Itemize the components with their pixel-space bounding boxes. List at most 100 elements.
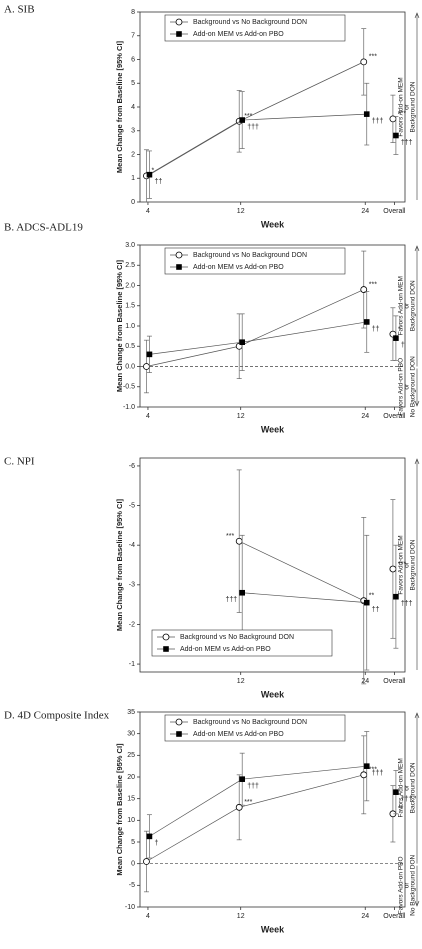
x-tick-label: 24 (361, 913, 369, 920)
y-tick-label: 0.0 (125, 363, 135, 370)
connector (149, 341, 243, 355)
legend-label: Add-on MEM vs Add-on PBO (180, 646, 271, 653)
panel: B. ADCS-ADL19 -1.0 -0.5 0.0 0.5 1.0 1.5 2.0 2.5 3… (4, 222, 420, 434)
marker (239, 117, 245, 123)
favor-arrowhead (414, 458, 420, 465)
y-tick-label: 2 (131, 151, 135, 158)
legend-box (164, 714, 346, 742)
favor-note: or (404, 103, 411, 110)
favor-note: or (404, 383, 411, 390)
y-tick-label: 1.5 (125, 303, 135, 310)
y-tick-label: 6 (131, 56, 135, 63)
marker (363, 319, 370, 325)
marker (235, 803, 243, 811)
marker (389, 565, 397, 573)
legend-label: Background vs No Background DON (180, 634, 294, 641)
y-tick-label: 5 (131, 839, 135, 846)
marker (235, 537, 243, 545)
y-tick-label: 2.5 (125, 262, 135, 269)
favor-note: Favors Add-on MEM (398, 77, 405, 136)
panel-title: C. NPI (4, 456, 35, 468)
x-tick-label: Overall (383, 208, 406, 215)
significance: ††† (247, 124, 259, 131)
panel: D. 4D Composite Index -10 -5 0 5 10 15 20 25 30 35… (4, 709, 420, 934)
plot-frame (139, 457, 406, 673)
legend-label: Background vs No Background DON (193, 252, 307, 259)
y-tick-label: 0 (131, 861, 135, 868)
favor-arrowhead (414, 12, 420, 19)
plot-frame (139, 711, 406, 908)
marker (143, 858, 150, 865)
y-tick-label: -3 (129, 582, 135, 589)
significance: * (151, 168, 154, 175)
y-tick-label: -4 (129, 542, 135, 549)
favor-note: Favors Add-on MEM (398, 276, 405, 335)
x-tick-label: Overall (383, 913, 406, 920)
marker (146, 171, 153, 178)
favor-note: or (404, 561, 411, 568)
favor-note: Background DON (410, 762, 417, 813)
significance: ††† (401, 796, 413, 803)
y-tick-label: -2 (129, 621, 135, 628)
y-tick-label: 8 (131, 9, 135, 16)
marker (363, 111, 370, 117)
favor-note: or (404, 784, 411, 791)
favor-note: No Background DON (410, 356, 417, 417)
significance: *** (226, 533, 234, 540)
favor-arrowhead (414, 712, 420, 719)
legend-marker (175, 718, 183, 726)
y-tick-label: -10 (125, 904, 135, 911)
significance: ††† (226, 597, 238, 604)
y-tick-label: -1.0 (123, 404, 135, 411)
legend-label: Add-on MEM vs Add-on PBO (193, 731, 284, 738)
marker (393, 789, 399, 795)
marker (393, 132, 399, 139)
significance: *** (369, 281, 377, 288)
x-axis-label: Week (261, 219, 285, 229)
y-tick-label: 35 (127, 709, 135, 716)
x-axis-label: Week (261, 424, 285, 434)
significance: *** (244, 113, 252, 120)
significance: † (401, 342, 405, 349)
x-tick-label: 4 (146, 208, 150, 215)
marker (360, 286, 368, 293)
favor-note: Background DON (410, 280, 417, 331)
connector (146, 807, 240, 862)
legend-marker (163, 646, 169, 652)
favor-note: Favors Add-on PBO (398, 856, 405, 914)
favor-note: Favors Add-on PBO (398, 358, 405, 416)
y-tick-label: 4 (131, 104, 135, 111)
y-axis-label: Mean Change from Baseline [95% CI] (115, 259, 124, 392)
significance: *** (398, 561, 406, 568)
marker (239, 776, 245, 782)
x-tick-label: 12 (237, 913, 245, 920)
connector (242, 765, 367, 780)
legend-label: Background vs No Background DON (193, 19, 307, 26)
y-tick-label: -5 (129, 502, 135, 509)
y-tick-label: 25 (127, 752, 135, 759)
favor-note: Favors Add-on MEM (398, 758, 405, 817)
marker (143, 363, 150, 370)
significance: *** (369, 767, 377, 774)
connector (149, 778, 243, 837)
legend-label: Background vs No Background DON (193, 719, 307, 726)
y-tick-label: 20 (127, 774, 135, 781)
y-axis-label: Mean Change from Baseline [95% CI] (115, 498, 124, 631)
x-tick-label: 24 (361, 678, 369, 685)
x-tick-label: 24 (361, 208, 369, 215)
legend-marker (176, 31, 182, 37)
significance: ††† (372, 770, 384, 777)
marker (363, 763, 370, 769)
y-tick-label: 7 (131, 33, 135, 40)
y-tick-label: 1.0 (125, 323, 135, 330)
panel-title: A. SIB (4, 4, 35, 16)
x-tick-label: 12 (237, 678, 245, 685)
marker (360, 771, 368, 779)
y-tick-label: -6 (129, 463, 135, 470)
y-tick-label: 5 (131, 80, 135, 87)
marker (239, 589, 245, 596)
favor-arrowhead (414, 245, 420, 252)
y-tick-label: 3 (131, 128, 135, 135)
favor-note: or (404, 302, 411, 309)
